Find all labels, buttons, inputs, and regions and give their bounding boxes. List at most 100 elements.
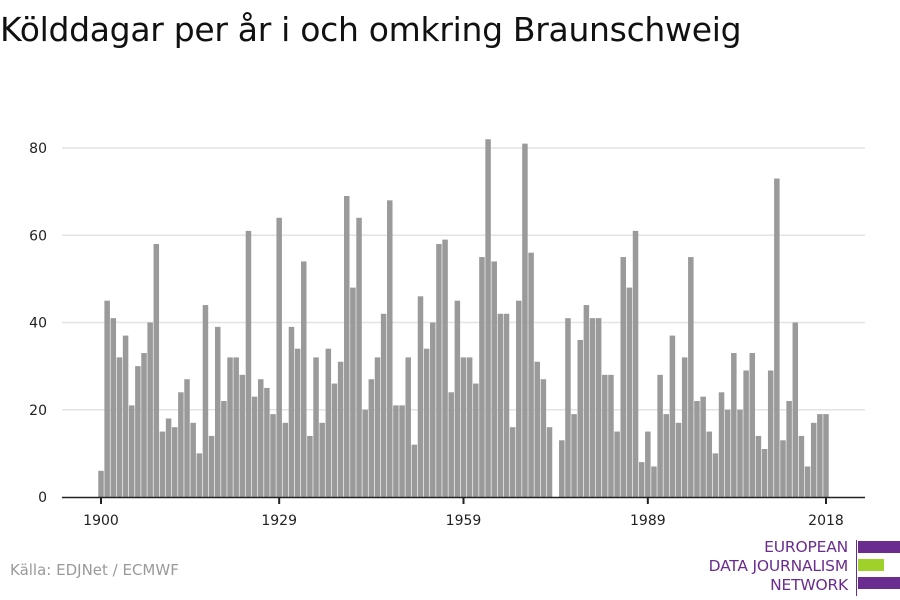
bar-1999 — [706, 431, 713, 497]
bar-1964 — [491, 261, 497, 497]
bar-1962 — [479, 257, 485, 497]
bar-1972 — [540, 379, 547, 497]
bar-1969 — [522, 143, 528, 497]
bar-1997 — [694, 401, 700, 497]
bar-1925 — [251, 396, 258, 497]
bar-1912 — [171, 427, 178, 497]
bar-1908 — [147, 322, 153, 497]
bar-2013 — [792, 322, 799, 497]
x-tick-label: 1900 — [83, 513, 119, 529]
bar-1968 — [516, 300, 522, 497]
bar-1963 — [485, 139, 491, 497]
bar-1955 — [436, 243, 442, 497]
bar-1970 — [528, 252, 534, 497]
bar-1938 — [331, 383, 338, 497]
x-tick-label: 1929 — [261, 513, 297, 529]
bar-1994 — [675, 422, 682, 497]
bar-1983 — [608, 374, 614, 497]
bar-1952 — [417, 296, 424, 497]
bar-1936 — [319, 422, 325, 497]
bar-1913 — [178, 392, 184, 497]
bar-1928 — [270, 414, 276, 497]
bar-1980 — [589, 318, 596, 497]
bar-1957 — [448, 392, 454, 497]
bar-1933 — [301, 261, 307, 497]
bar-1990 — [651, 466, 657, 497]
bar-1929 — [276, 217, 282, 498]
bar-1937 — [325, 348, 332, 497]
bar-1950 — [405, 357, 411, 497]
bar-1971 — [534, 361, 540, 497]
bar-2014 — [798, 435, 805, 497]
bar-1942 — [356, 217, 362, 498]
bar-2010 — [774, 178, 780, 497]
bar-2004 — [737, 409, 743, 497]
x-tick-label: 1989 — [630, 513, 666, 529]
bar-1911 — [165, 418, 172, 497]
logo-bar-green — [858, 559, 884, 571]
bar-1926 — [257, 379, 264, 497]
bar-1982 — [602, 374, 608, 497]
bar-1958 — [454, 300, 461, 497]
bar-1916 — [196, 453, 203, 497]
bar-1930 — [282, 422, 289, 497]
bar-1939 — [337, 361, 344, 497]
bar-1914 — [184, 379, 190, 497]
bar-2008 — [761, 449, 768, 497]
bar-1965 — [497, 313, 504, 497]
bar-1961 — [473, 383, 479, 497]
bar-1900 — [98, 470, 104, 497]
bar-2009 — [767, 370, 774, 497]
bar-1919 — [214, 326, 221, 497]
bar-1975 — [559, 440, 565, 497]
logo-line-3: NETWORK — [770, 576, 848, 594]
bar-1904 — [122, 335, 129, 497]
bar-1947 — [387, 200, 393, 497]
bar-1917 — [202, 305, 209, 497]
bar-1967 — [509, 427, 516, 497]
bar-2016 — [810, 422, 817, 497]
bar-1976 — [565, 318, 571, 497]
logo-line-2: DATA JOURNALISM — [708, 557, 849, 575]
bar-1924 — [245, 230, 252, 497]
y-tick-label: 20 — [29, 403, 47, 419]
y-tick-label: 0 — [38, 490, 47, 506]
x-tick-label: 2018 — [808, 513, 844, 529]
bar-1902 — [110, 318, 117, 497]
bar-1960 — [466, 357, 473, 497]
x-tick-label: 1959 — [446, 513, 482, 529]
bar-2003 — [731, 353, 737, 497]
chart-title: Kölddagar per år i och omkring Braunschw… — [0, 10, 742, 49]
bar-1993 — [669, 335, 676, 497]
bar-1905 — [128, 405, 135, 497]
bar-1995 — [681, 357, 688, 497]
bar-1906 — [135, 366, 141, 497]
bar-1996 — [688, 257, 694, 497]
bar-2007 — [755, 435, 762, 497]
bar-1988 — [638, 462, 645, 497]
bar-1956 — [442, 239, 448, 498]
y-tick-label: 60 — [29, 228, 47, 244]
logo-rule — [856, 540, 857, 596]
y-tick-label: 40 — [29, 316, 47, 332]
bar-1941 — [350, 287, 356, 497]
bar-1953 — [423, 348, 430, 497]
edjnet-logo: EUROPEAN DATA JOURNALISM NETWORK — [700, 538, 900, 596]
bar-1909 — [153, 243, 160, 497]
bar-1984 — [614, 431, 620, 497]
bar-1978 — [577, 339, 583, 497]
bar-1991 — [657, 374, 663, 497]
bar-2001 — [718, 392, 725, 497]
bar-1966 — [503, 313, 510, 497]
bar-1920 — [221, 401, 227, 497]
bar-1986 — [626, 287, 633, 497]
bar-1951 — [411, 444, 418, 497]
bar-2018 — [823, 414, 829, 497]
logo-line-1: EUROPEAN — [764, 538, 848, 556]
bar-1932 — [294, 348, 301, 497]
bar-1954 — [430, 322, 436, 497]
bar-1935 — [313, 357, 319, 497]
bar-1949 — [399, 405, 405, 497]
bar-1945 — [374, 357, 381, 497]
